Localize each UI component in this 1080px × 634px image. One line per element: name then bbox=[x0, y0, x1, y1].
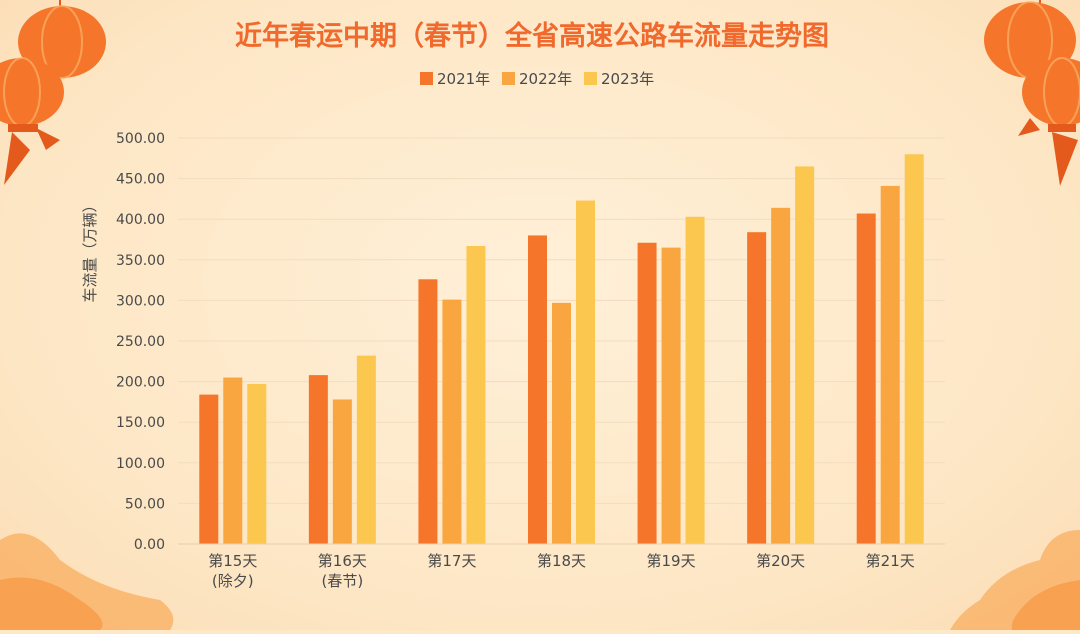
bar bbox=[747, 232, 767, 544]
bar bbox=[904, 154, 924, 545]
decoration-cloud-bottom-left bbox=[0, 533, 174, 630]
y-tick-label: 0.00 bbox=[134, 537, 165, 553]
bar bbox=[199, 394, 219, 544]
legend-swatch bbox=[502, 72, 515, 85]
x-tick-label: 第16天 bbox=[318, 552, 367, 570]
y-tick-label: 150.00 bbox=[116, 415, 165, 431]
y-tick-label: 300.00 bbox=[116, 293, 165, 309]
bar bbox=[880, 185, 900, 544]
y-tick-label: 450.00 bbox=[116, 172, 165, 188]
chart-title: 近年春运中期（春节）全省高速公路车流量走势图 bbox=[235, 20, 829, 52]
bar bbox=[771, 207, 791, 544]
x-tick-label: (春节) bbox=[321, 572, 363, 590]
y-tick-label: 500.00 bbox=[116, 131, 165, 147]
y-axis-ticks: 0.00 50.00 100.00 150.00 200.00 250.00 300.00 3… bbox=[116, 131, 165, 553]
bar bbox=[528, 235, 547, 544]
bars bbox=[199, 154, 924, 545]
bar bbox=[466, 245, 486, 544]
x-tick-label: (除夕) bbox=[212, 572, 254, 590]
bar bbox=[856, 213, 876, 545]
x-tick-label: 第17天 bbox=[427, 552, 476, 570]
bar bbox=[308, 375, 328, 544]
x-tick-label: 第21天 bbox=[866, 552, 915, 570]
y-tick-label: 350.00 bbox=[116, 253, 165, 269]
legend-swatch bbox=[420, 72, 433, 85]
y-tick-label: 400.00 bbox=[116, 212, 165, 228]
legend-label: 2023年 bbox=[601, 70, 654, 88]
x-tick-label: 第20天 bbox=[756, 552, 805, 570]
bar bbox=[356, 355, 376, 544]
grid-lines bbox=[178, 137, 945, 504]
bar bbox=[442, 299, 462, 544]
bar bbox=[332, 399, 352, 544]
bar bbox=[661, 247, 681, 544]
decoration-lanterns-right bbox=[984, 0, 1080, 186]
x-tick-label: 第19天 bbox=[647, 552, 696, 570]
bar bbox=[795, 166, 815, 545]
bar bbox=[418, 279, 438, 544]
legend-swatch bbox=[584, 72, 597, 85]
bar bbox=[576, 200, 595, 545]
bar bbox=[685, 216, 705, 545]
bar bbox=[552, 302, 571, 544]
x-axis-ticks: 第15天 (除夕) 第16天 (春节) 第17天 第18天 第19天 第20天 第21天 bbox=[208, 552, 915, 590]
y-tick-label: 200.00 bbox=[116, 375, 165, 391]
legend-label: 2022年 bbox=[519, 70, 572, 88]
decoration-cloud-bottom-right bbox=[950, 530, 1080, 630]
bar bbox=[223, 377, 243, 544]
legend-label: 2021年 bbox=[437, 70, 490, 88]
bar bbox=[247, 384, 267, 544]
x-tick-label: 第15天 bbox=[208, 552, 257, 570]
bar bbox=[637, 242, 657, 545]
chart-legend: 2021年 2022年 2023年 bbox=[420, 70, 654, 88]
decoration-lanterns-left bbox=[0, 0, 106, 185]
y-tick-label: 50.00 bbox=[125, 496, 165, 512]
y-tick-label: 100.00 bbox=[116, 456, 165, 472]
y-axis-label: 车流量（万辆） bbox=[81, 197, 99, 302]
x-tick-label: 第18天 bbox=[537, 552, 586, 570]
y-tick-label: 250.00 bbox=[116, 334, 165, 350]
